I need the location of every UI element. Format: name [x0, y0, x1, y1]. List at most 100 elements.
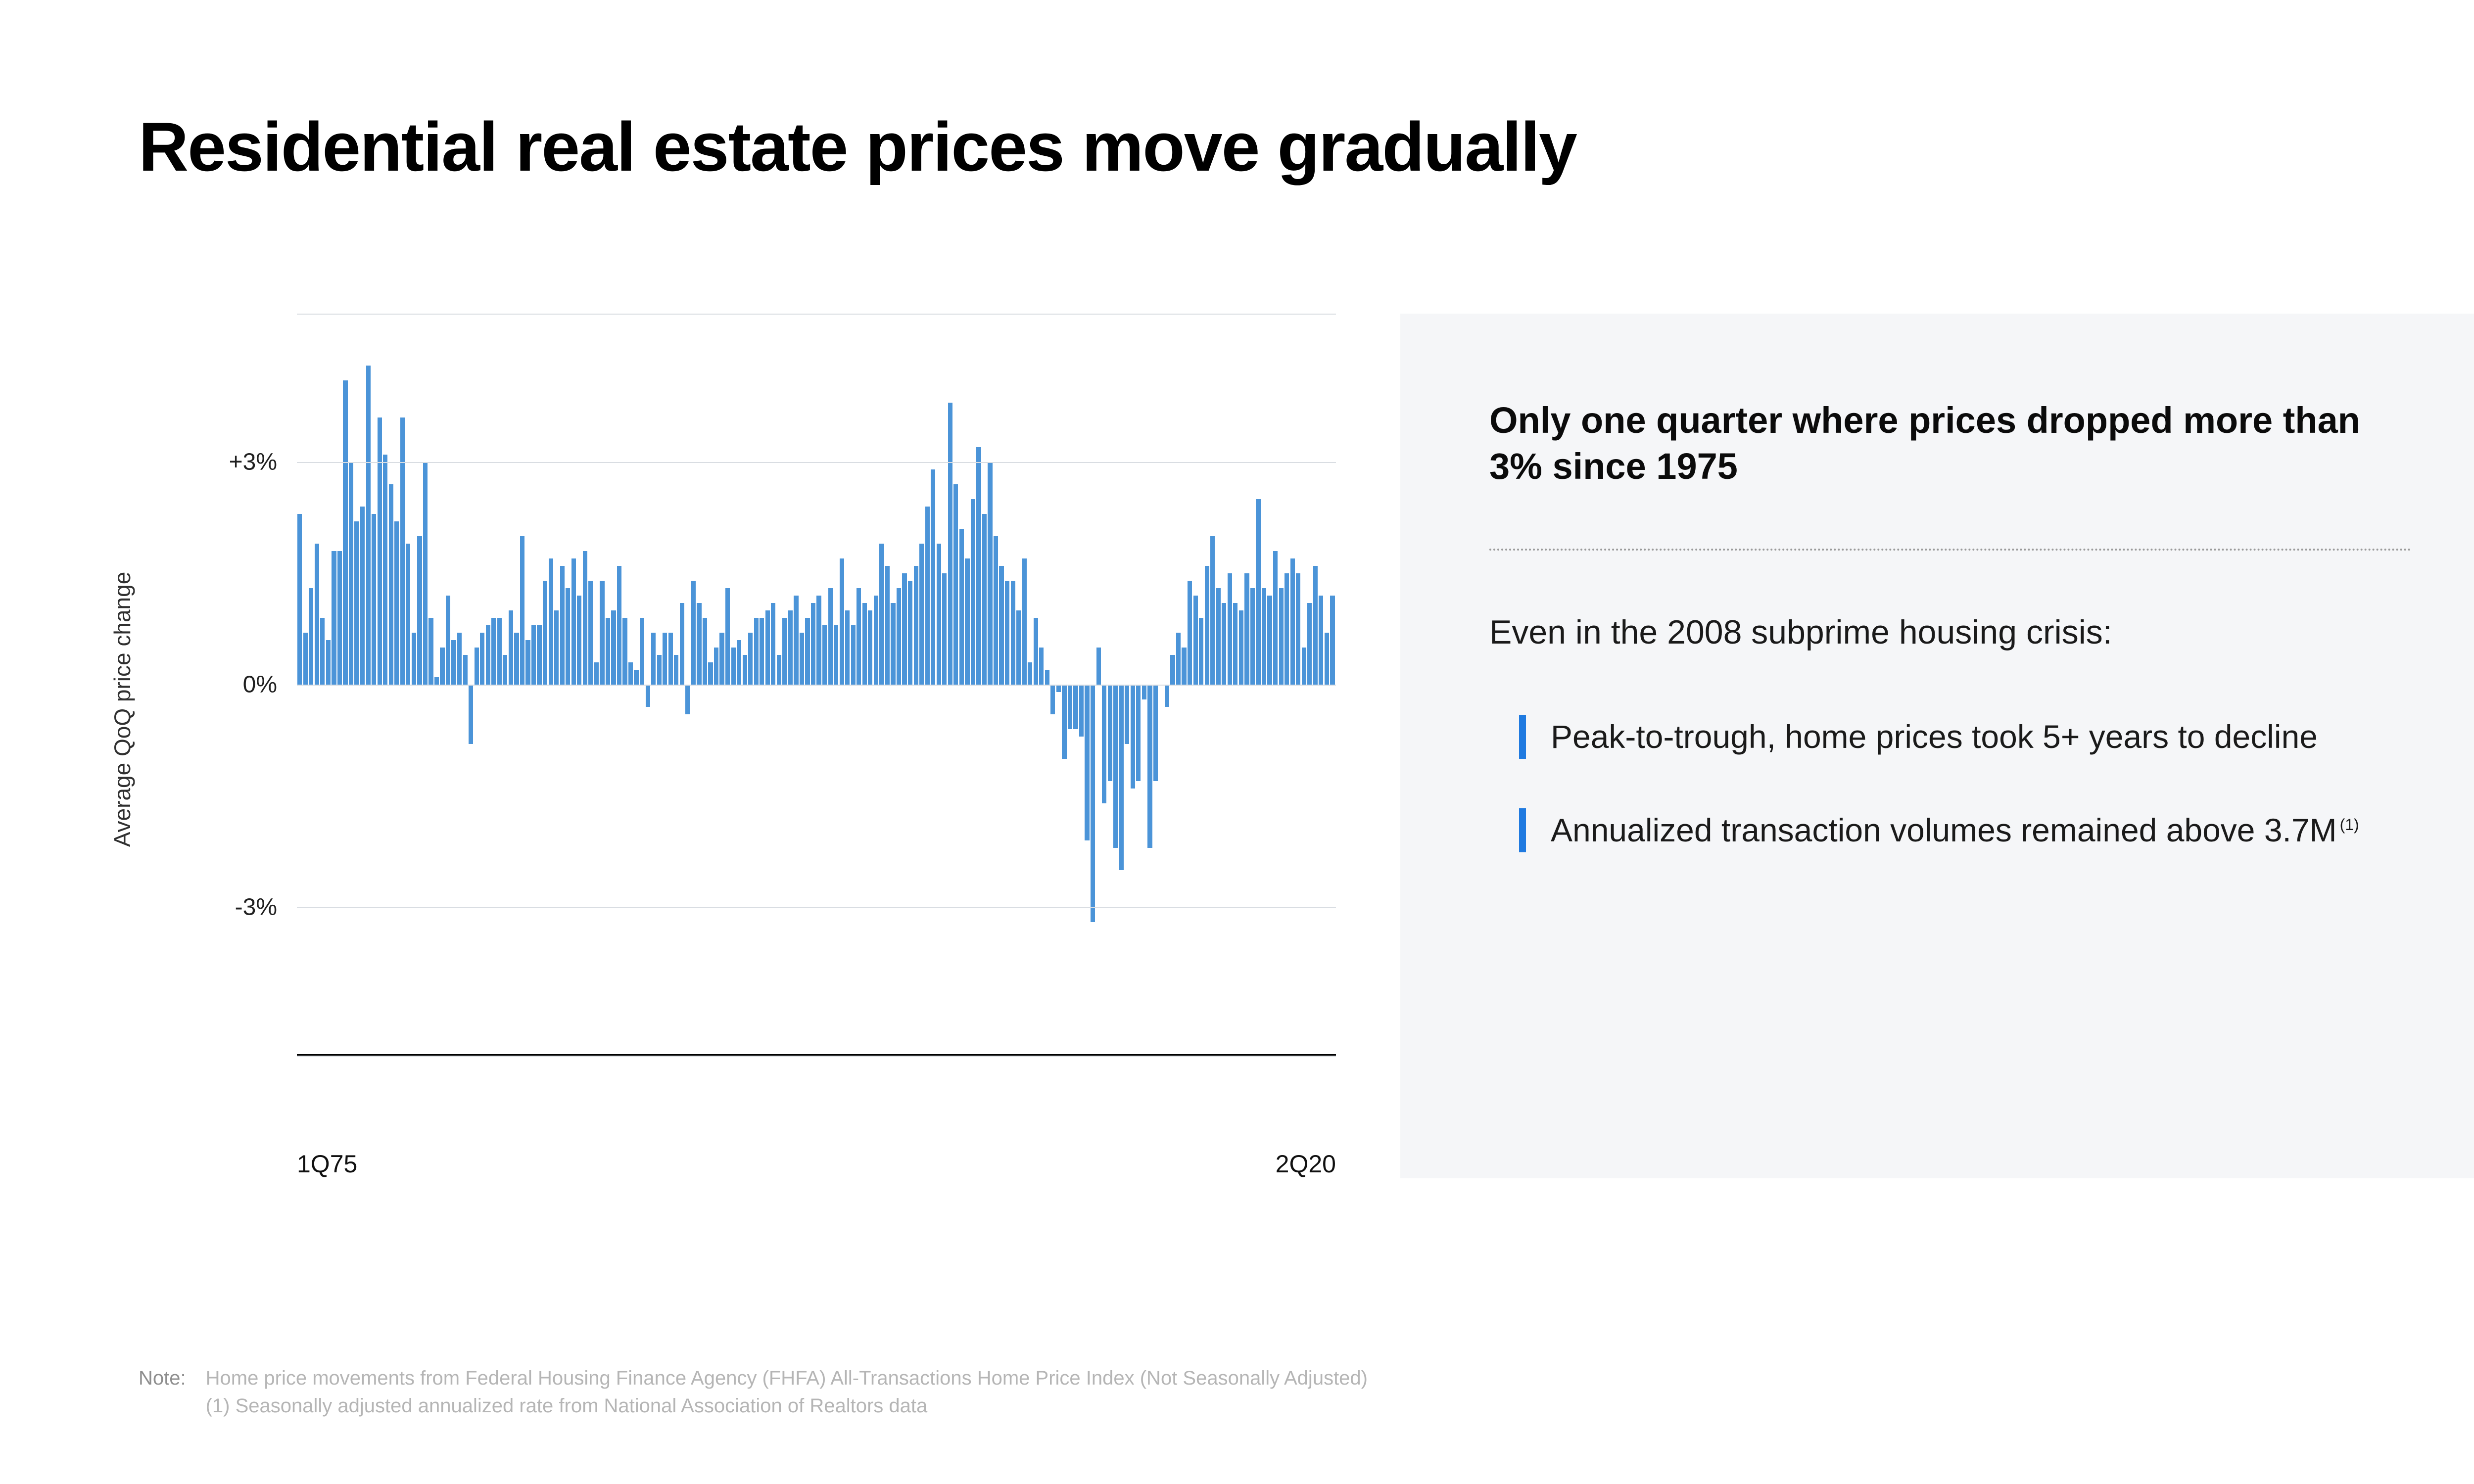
bar	[1222, 603, 1226, 685]
bar	[925, 507, 930, 685]
y-tick-label: 0%	[243, 671, 277, 698]
bar	[611, 610, 616, 685]
bar	[588, 581, 593, 685]
bar	[577, 596, 581, 685]
bar	[394, 521, 399, 685]
bar	[714, 648, 718, 685]
bar	[1256, 499, 1260, 685]
bar	[1085, 685, 1089, 840]
bar	[525, 640, 530, 685]
bar	[919, 544, 924, 685]
bar	[349, 462, 353, 685]
bar	[434, 677, 439, 685]
bar	[771, 603, 775, 685]
bar	[486, 625, 490, 685]
bar	[509, 610, 513, 685]
bar	[1233, 603, 1237, 685]
bar	[743, 655, 747, 685]
y-tick-label: -3%	[235, 894, 277, 921]
bar	[1176, 633, 1181, 685]
bar	[1199, 618, 1203, 685]
bar	[862, 603, 867, 685]
bar	[372, 514, 376, 685]
gridline	[297, 907, 1336, 908]
bar	[543, 581, 547, 685]
bar	[1039, 648, 1044, 685]
bar	[1136, 685, 1141, 781]
bar	[400, 417, 405, 685]
bar	[731, 648, 736, 685]
bar	[748, 633, 753, 685]
gridline	[297, 462, 1336, 463]
bar	[834, 625, 838, 685]
bar	[503, 655, 507, 685]
bar	[1313, 566, 1318, 685]
bar	[1028, 662, 1032, 685]
bar	[959, 529, 964, 685]
bar	[366, 366, 371, 685]
bar	[497, 618, 502, 685]
highlight-headline: Only one quarter where prices dropped mo…	[1489, 398, 2411, 489]
bar	[309, 588, 313, 685]
bar	[297, 514, 302, 685]
gridline	[297, 314, 1336, 315]
bar	[1193, 596, 1198, 685]
bar	[760, 618, 764, 685]
bar	[988, 462, 992, 685]
bar	[594, 662, 599, 685]
bar	[622, 618, 627, 685]
footnote: Note: Home price movements from Federal …	[139, 1364, 1368, 1420]
bar	[685, 685, 690, 714]
bar	[1273, 551, 1278, 685]
bar	[948, 403, 952, 685]
bar	[571, 558, 576, 685]
bar	[440, 648, 444, 685]
bar	[549, 558, 553, 685]
bar	[417, 536, 422, 685]
bar	[354, 521, 359, 685]
bar	[982, 514, 987, 685]
footnote-line-1: Home price movements from Federal Housin…	[206, 1364, 1368, 1392]
highlight-bullet: Peak-to-trough, home prices took 5+ year…	[1489, 715, 2411, 759]
bar	[851, 625, 856, 685]
bar	[412, 633, 416, 685]
bar	[326, 640, 331, 685]
bar	[828, 588, 833, 685]
bar	[1153, 685, 1158, 781]
bar	[737, 640, 741, 685]
bar	[1091, 685, 1095, 922]
bar	[1302, 648, 1306, 685]
bar	[406, 544, 410, 685]
bar	[777, 655, 781, 685]
bar	[976, 447, 981, 685]
bar	[628, 662, 633, 685]
bar	[782, 618, 787, 685]
bar	[1188, 581, 1192, 685]
page-title: Residential real estate prices move grad…	[139, 109, 2474, 185]
bar	[1050, 685, 1055, 714]
bar	[1210, 536, 1215, 685]
bar	[1170, 655, 1175, 685]
bar	[794, 596, 798, 685]
bar	[651, 633, 656, 685]
bar	[1165, 685, 1169, 707]
bar	[1205, 566, 1209, 685]
bar	[822, 625, 827, 685]
qoq-price-chart: Average QoQ price change +3%0%-3% 1Q75 2…	[139, 314, 1341, 1178]
bar	[617, 566, 621, 685]
bar	[1142, 685, 1146, 699]
bar	[937, 544, 941, 685]
bar	[360, 507, 365, 685]
bar	[663, 633, 667, 685]
bar	[520, 536, 524, 685]
bar	[697, 603, 701, 685]
highlight-subheading: Even in the 2008 subprime housing crisis…	[1489, 610, 2411, 655]
bar	[428, 618, 433, 685]
bar	[1034, 618, 1038, 685]
bar	[1016, 610, 1021, 685]
gridline	[297, 1056, 1336, 1057]
bar	[668, 633, 673, 685]
bar	[634, 670, 638, 685]
bar	[1250, 588, 1255, 685]
bar	[537, 625, 541, 685]
